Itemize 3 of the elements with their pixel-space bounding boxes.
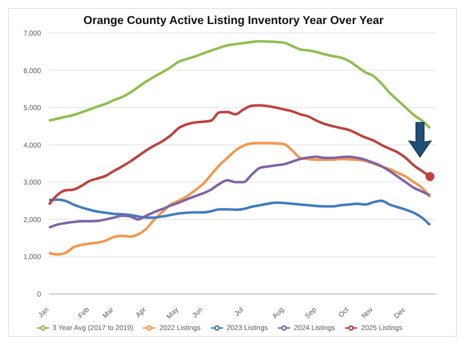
chart-title: Orange County Active Listing Inventory Year Over Year [82,15,385,27]
line-series [48,156,432,229]
line-series [48,198,432,226]
